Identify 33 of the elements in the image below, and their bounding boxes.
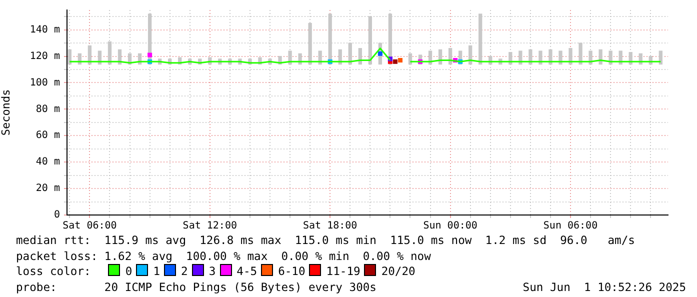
x-tick-label: Sat 18:00 bbox=[303, 220, 358, 232]
bar bbox=[658, 50, 662, 65]
y-tick-label: 20 m bbox=[36, 183, 60, 194]
y-tick-label: 80 m bbox=[36, 104, 60, 115]
x-tick-label: Sat 06:00 bbox=[62, 220, 117, 232]
point bbox=[392, 59, 398, 64]
y-tick-label: 0 bbox=[54, 210, 60, 221]
point bbox=[378, 51, 382, 56]
bar bbox=[568, 48, 572, 65]
x-tick-label: Sat 12:00 bbox=[182, 220, 237, 232]
x-tick-label: Sun 06:00 bbox=[543, 220, 598, 232]
legend-label: 6-10 bbox=[278, 265, 306, 278]
y-tick-label: 40 m bbox=[36, 156, 60, 168]
text: median rtt: 115.9 ms avg 126.8 ms max 115.0 ms min 115.0 ms now 1.2 ms sd 96.0 am/s bbox=[16, 233, 636, 248]
legend-label: 2 bbox=[181, 265, 188, 278]
point bbox=[398, 58, 402, 63]
legend-label: 1 bbox=[153, 265, 160, 278]
text: packet loss: 1.62 % avg 100.00 % max 0.00 % min 0.00 % now bbox=[16, 248, 432, 264]
legend-label: 0 bbox=[125, 265, 132, 278]
x-tick-label: Sun 00:00 bbox=[423, 220, 478, 232]
point bbox=[148, 52, 152, 58]
legend-title: loss color: bbox=[16, 265, 92, 278]
y-tick-label: 120 m bbox=[30, 50, 60, 62]
y-tick-label: 60 m bbox=[36, 130, 60, 142]
y-axis-title: Seconds bbox=[0, 89, 12, 136]
legend-label: 20/20 bbox=[381, 265, 416, 278]
legend-label: 4-5 bbox=[236, 265, 258, 278]
legend-label: 11-19 bbox=[326, 265, 360, 278]
text: Sun Jun 1 10:52:26 2025 bbox=[522, 280, 686, 295]
text: probe: 20 ICMP Echo Pings (56 Bytes) every 300s bbox=[16, 280, 376, 294]
y-tick-label: 100 m bbox=[30, 77, 60, 88]
y-tick-label: 140 m bbox=[30, 24, 60, 36]
legend-label: 3 bbox=[208, 265, 216, 278]
